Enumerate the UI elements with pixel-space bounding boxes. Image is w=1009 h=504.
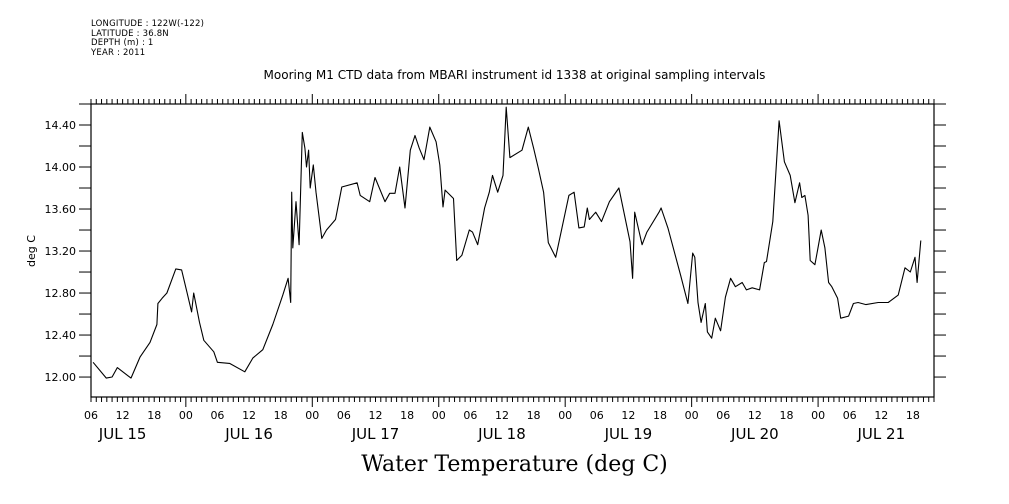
y-tick-label: 12.40 <box>45 329 77 342</box>
x-tick-label: 18 <box>274 409 288 422</box>
x-tick-label: 06 <box>590 409 604 422</box>
x-tick-label: 18 <box>400 409 414 422</box>
x-tick-label: 12 <box>748 409 762 422</box>
x-tick-label: 06 <box>716 409 730 422</box>
x-tick-label: 18 <box>653 409 667 422</box>
x-tick-label: 06 <box>84 409 98 422</box>
x-tick-label: 18 <box>906 409 920 422</box>
x-tick-label: 06 <box>210 409 224 422</box>
x-tick-label: 18 <box>147 409 161 422</box>
y-tick-label: 14.00 <box>45 161 77 174</box>
y-tick-label: 12.00 <box>45 371 77 384</box>
y-tick-label: 12.80 <box>45 287 77 300</box>
x-tick-label: 12 <box>621 409 635 422</box>
series-line-water-temperature <box>92 106 922 379</box>
x-tick-label: 00 <box>811 409 825 422</box>
x-day-label: JUL 18 <box>477 425 526 443</box>
x-tick-label: 12 <box>369 409 383 422</box>
meta-latitude: LATITUDE : 36.8N <box>91 28 169 39</box>
x-tick-label: 12 <box>242 409 256 422</box>
x-tick-label: 12 <box>874 409 888 422</box>
chart-title: Mooring M1 CTD data from MBARI instrumen… <box>263 68 766 82</box>
x-tick-label: 12 <box>116 409 130 422</box>
x-day-label: JUL 21 <box>857 425 906 443</box>
meta-year: YEAR : 2011 <box>91 47 146 58</box>
x-tick-label: 00 <box>179 409 193 422</box>
x-tick-label: 18 <box>779 409 793 422</box>
y-tick-label: 13.60 <box>45 203 77 216</box>
x-axis-title: Water Temperature (deg C) <box>361 452 668 477</box>
x-tick-label: 00 <box>558 409 572 422</box>
x-tick-label: 06 <box>337 409 351 422</box>
meta-longitude: LONGITUDE : 122W(-122) <box>91 19 205 29</box>
x-tick-label: 00 <box>305 409 319 422</box>
x-tick-label: 18 <box>527 409 541 422</box>
x-tick-label: 06 <box>463 409 477 422</box>
x-day-label: JUL 16 <box>224 425 273 443</box>
x-tick-label: 00 <box>432 409 446 422</box>
x-day-label: JUL 19 <box>604 425 653 443</box>
x-day-label: JUL 15 <box>98 425 147 443</box>
x-tick-label: 12 <box>495 409 509 422</box>
x-tick-label: 00 <box>685 409 699 422</box>
x-day-label: JUL 17 <box>351 425 400 443</box>
metadata-block: LONGITUDE : 122W(-122) LATITUDE : 36.8N … <box>91 19 205 58</box>
y-tick-label: 14.40 <box>45 119 77 132</box>
y-tick-label: 13.20 <box>45 245 77 258</box>
x-tick-label: 06 <box>843 409 857 422</box>
x-day-label: JUL 20 <box>730 425 779 443</box>
y-axis-label: deg C <box>25 235 38 267</box>
plot-frame <box>90 103 935 398</box>
meta-depth: DEPTH (m) : 1 <box>91 38 154 48</box>
